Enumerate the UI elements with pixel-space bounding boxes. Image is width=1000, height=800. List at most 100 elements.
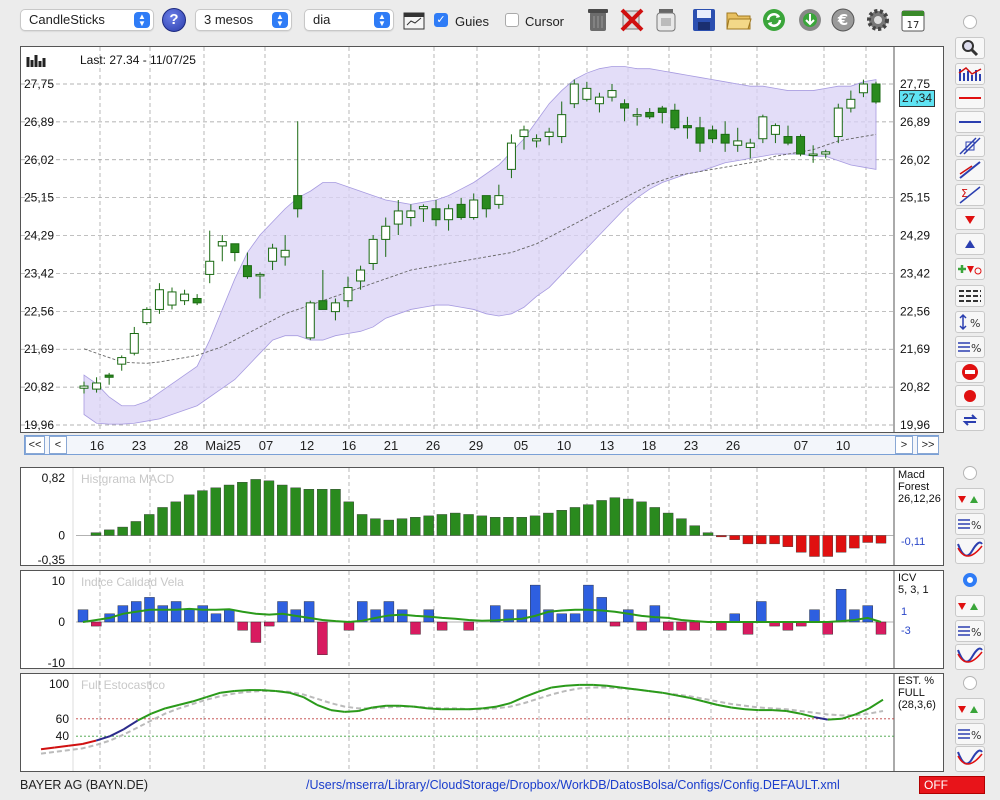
- red-dot-icon: [964, 390, 976, 402]
- macd-panel[interactable]: 0,82 0 -0,35 Histgrama MACD Macd Forest 26…: [20, 467, 944, 566]
- macd-bar: [529, 515, 541, 536]
- icv-bar: [862, 605, 873, 623]
- candle-body: [846, 98, 856, 109]
- off-status-badge[interactable]: OFF: [919, 776, 985, 794]
- scale-percent-button[interactable]: %: [955, 311, 985, 333]
- macd-signals-button[interactable]: [955, 488, 985, 510]
- stochastic-k-segment: [772, 709, 787, 712]
- macd-bar: [849, 535, 860, 549]
- icv-bar: [649, 605, 661, 623]
- candlestick-chart: 27,75 27,75 26,89 26,89 26,02 26,02 25,15 25,15…: [21, 47, 930, 432]
- nav-last-button[interactable]: >>: [917, 436, 939, 454]
- nav-first-button[interactable]: <<: [25, 436, 45, 454]
- zoom-button[interactable]: [955, 37, 985, 59]
- horizontal-line-blue-button[interactable]: [955, 111, 985, 133]
- icv-bar: [676, 621, 687, 631]
- date-tick-label: 26: [725, 438, 741, 453]
- icv-bar: [689, 621, 700, 631]
- nav-prev-button[interactable]: <: [49, 436, 67, 454]
- guies-checkbox[interactable]: ✓: [434, 13, 448, 27]
- candle-body: [293, 195, 303, 210]
- panel-radio-icv[interactable]: [963, 573, 977, 587]
- stochastic-signals-button[interactable]: [955, 698, 985, 720]
- stochastic-k-segment: [620, 686, 635, 691]
- folder-open-icon[interactable]: [725, 6, 753, 34]
- macd-lines-button[interactable]: %: [955, 513, 985, 535]
- stochastic-k-segment: [813, 716, 828, 721]
- macd-curve-button[interactable]: [955, 538, 985, 564]
- stochastic-panel[interactable]: 100 60 40 Full Estocastico EST. % FULL (28…: [20, 673, 944, 772]
- stochastic-lines-button[interactable]: %: [955, 723, 985, 745]
- stochastic-k-segment: [565, 683, 580, 687]
- euro-icon[interactable]: €: [829, 6, 857, 34]
- sigma-tool-button[interactable]: Σ: [955, 184, 985, 206]
- y-tick-left: 23,42: [24, 266, 54, 280]
- lines-percent-button[interactable]: %: [955, 336, 985, 358]
- icv-bar: [503, 609, 514, 623]
- stochastic-k-segment: [137, 712, 152, 722]
- icv-lines-button[interactable]: %: [955, 620, 985, 642]
- panel-radio-macd[interactable]: [963, 466, 977, 480]
- sync-button[interactable]: [955, 409, 985, 431]
- arrow-up-blue-button[interactable]: [955, 233, 985, 255]
- nav-next-button[interactable]: >: [895, 436, 913, 454]
- calendar-grid-icon[interactable]: [400, 7, 428, 35]
- macd-bar: [795, 535, 807, 553]
- panel-radio-main[interactable]: [963, 15, 977, 29]
- stochastic-k-segment: [675, 694, 690, 699]
- macd-bar: [609, 497, 621, 536]
- delete-icon[interactable]: [618, 6, 646, 34]
- icv-signals-button[interactable]: [955, 595, 985, 617]
- macd-bar: [835, 535, 847, 553]
- icv-curve-button[interactable]: [955, 644, 985, 670]
- help-button[interactable]: ?: [162, 8, 186, 32]
- candle-body: [268, 247, 278, 262]
- trendline-tool-button[interactable]: [955, 159, 985, 181]
- date-navigation-bar[interactable]: << < 16 23 28 Mai25 07 12 16 21 26 29 05 10 13 18 23 26…: [24, 435, 939, 455]
- price-chart-panel[interactable]: 27,75 27,75 26,89 26,89 26,02 26,02 25,15 25,15…: [20, 46, 944, 433]
- date-tick-label: 07: [258, 438, 274, 453]
- macd-bar: [223, 484, 235, 536]
- svg-text:%: %: [971, 626, 981, 639]
- stochastic-k-segment: [744, 708, 759, 712]
- period-select[interactable]: 3 mesos ▲ ▼: [195, 9, 292, 31]
- stochastic-curve-button[interactable]: [955, 746, 985, 772]
- icv-bar: [370, 609, 381, 623]
- config-path-link[interactable]: /Users/mserra/Library/CloudStorage/Dropb…: [306, 778, 840, 792]
- refresh-icon[interactable]: [760, 6, 788, 34]
- arrow-down-red-button[interactable]: [955, 208, 985, 230]
- macd-bar: [250, 479, 261, 536]
- calendar-icon[interactable]: 17: [899, 6, 927, 34]
- list-button[interactable]: [955, 285, 985, 307]
- signals-button[interactable]: [955, 258, 985, 280]
- chart-type-select[interactable]: CandleSticks ▲ ▼: [20, 9, 154, 31]
- candle-body: [356, 269, 366, 282]
- stochastic-k-segment: [717, 703, 732, 709]
- candle-body: [431, 208, 441, 221]
- stochastic-k-segment: [551, 684, 566, 689]
- y-tick-left: 22,56: [24, 304, 54, 318]
- gear-icon[interactable]: [864, 6, 892, 34]
- macd-bar: [596, 500, 607, 536]
- stochastic-k-segment: [648, 689, 663, 694]
- cursor-checkbox[interactable]: [505, 13, 519, 27]
- save-icon[interactable]: [690, 6, 718, 34]
- download-refresh-icon[interactable]: [796, 6, 824, 34]
- stop-button[interactable]: [955, 361, 985, 383]
- macd-bar: [662, 512, 674, 536]
- icv-panel[interactable]: 10 0 -10 Indice Calidad Vela ICV 5, 3, 1 1…: [20, 570, 944, 669]
- magnifier-icon: [962, 40, 979, 57]
- indicator-style-button[interactable]: [955, 63, 985, 85]
- jar-icon[interactable]: [652, 6, 680, 34]
- panel-radio-stochastic[interactable]: [963, 676, 977, 690]
- interval-select[interactable]: dia ▲ ▼: [304, 9, 394, 31]
- icv-bar: [543, 609, 554, 623]
- trash-icon[interactable]: [584, 6, 612, 34]
- channel-tool-button[interactable]: [955, 135, 985, 157]
- candle-body: [594, 96, 604, 105]
- candle-body: [783, 136, 793, 144]
- record-button[interactable]: [955, 385, 985, 407]
- horizontal-line-red-button[interactable]: [955, 87, 985, 109]
- stochastic-k-segment: [95, 735, 111, 742]
- lines-percent-icon: %: [958, 342, 981, 355]
